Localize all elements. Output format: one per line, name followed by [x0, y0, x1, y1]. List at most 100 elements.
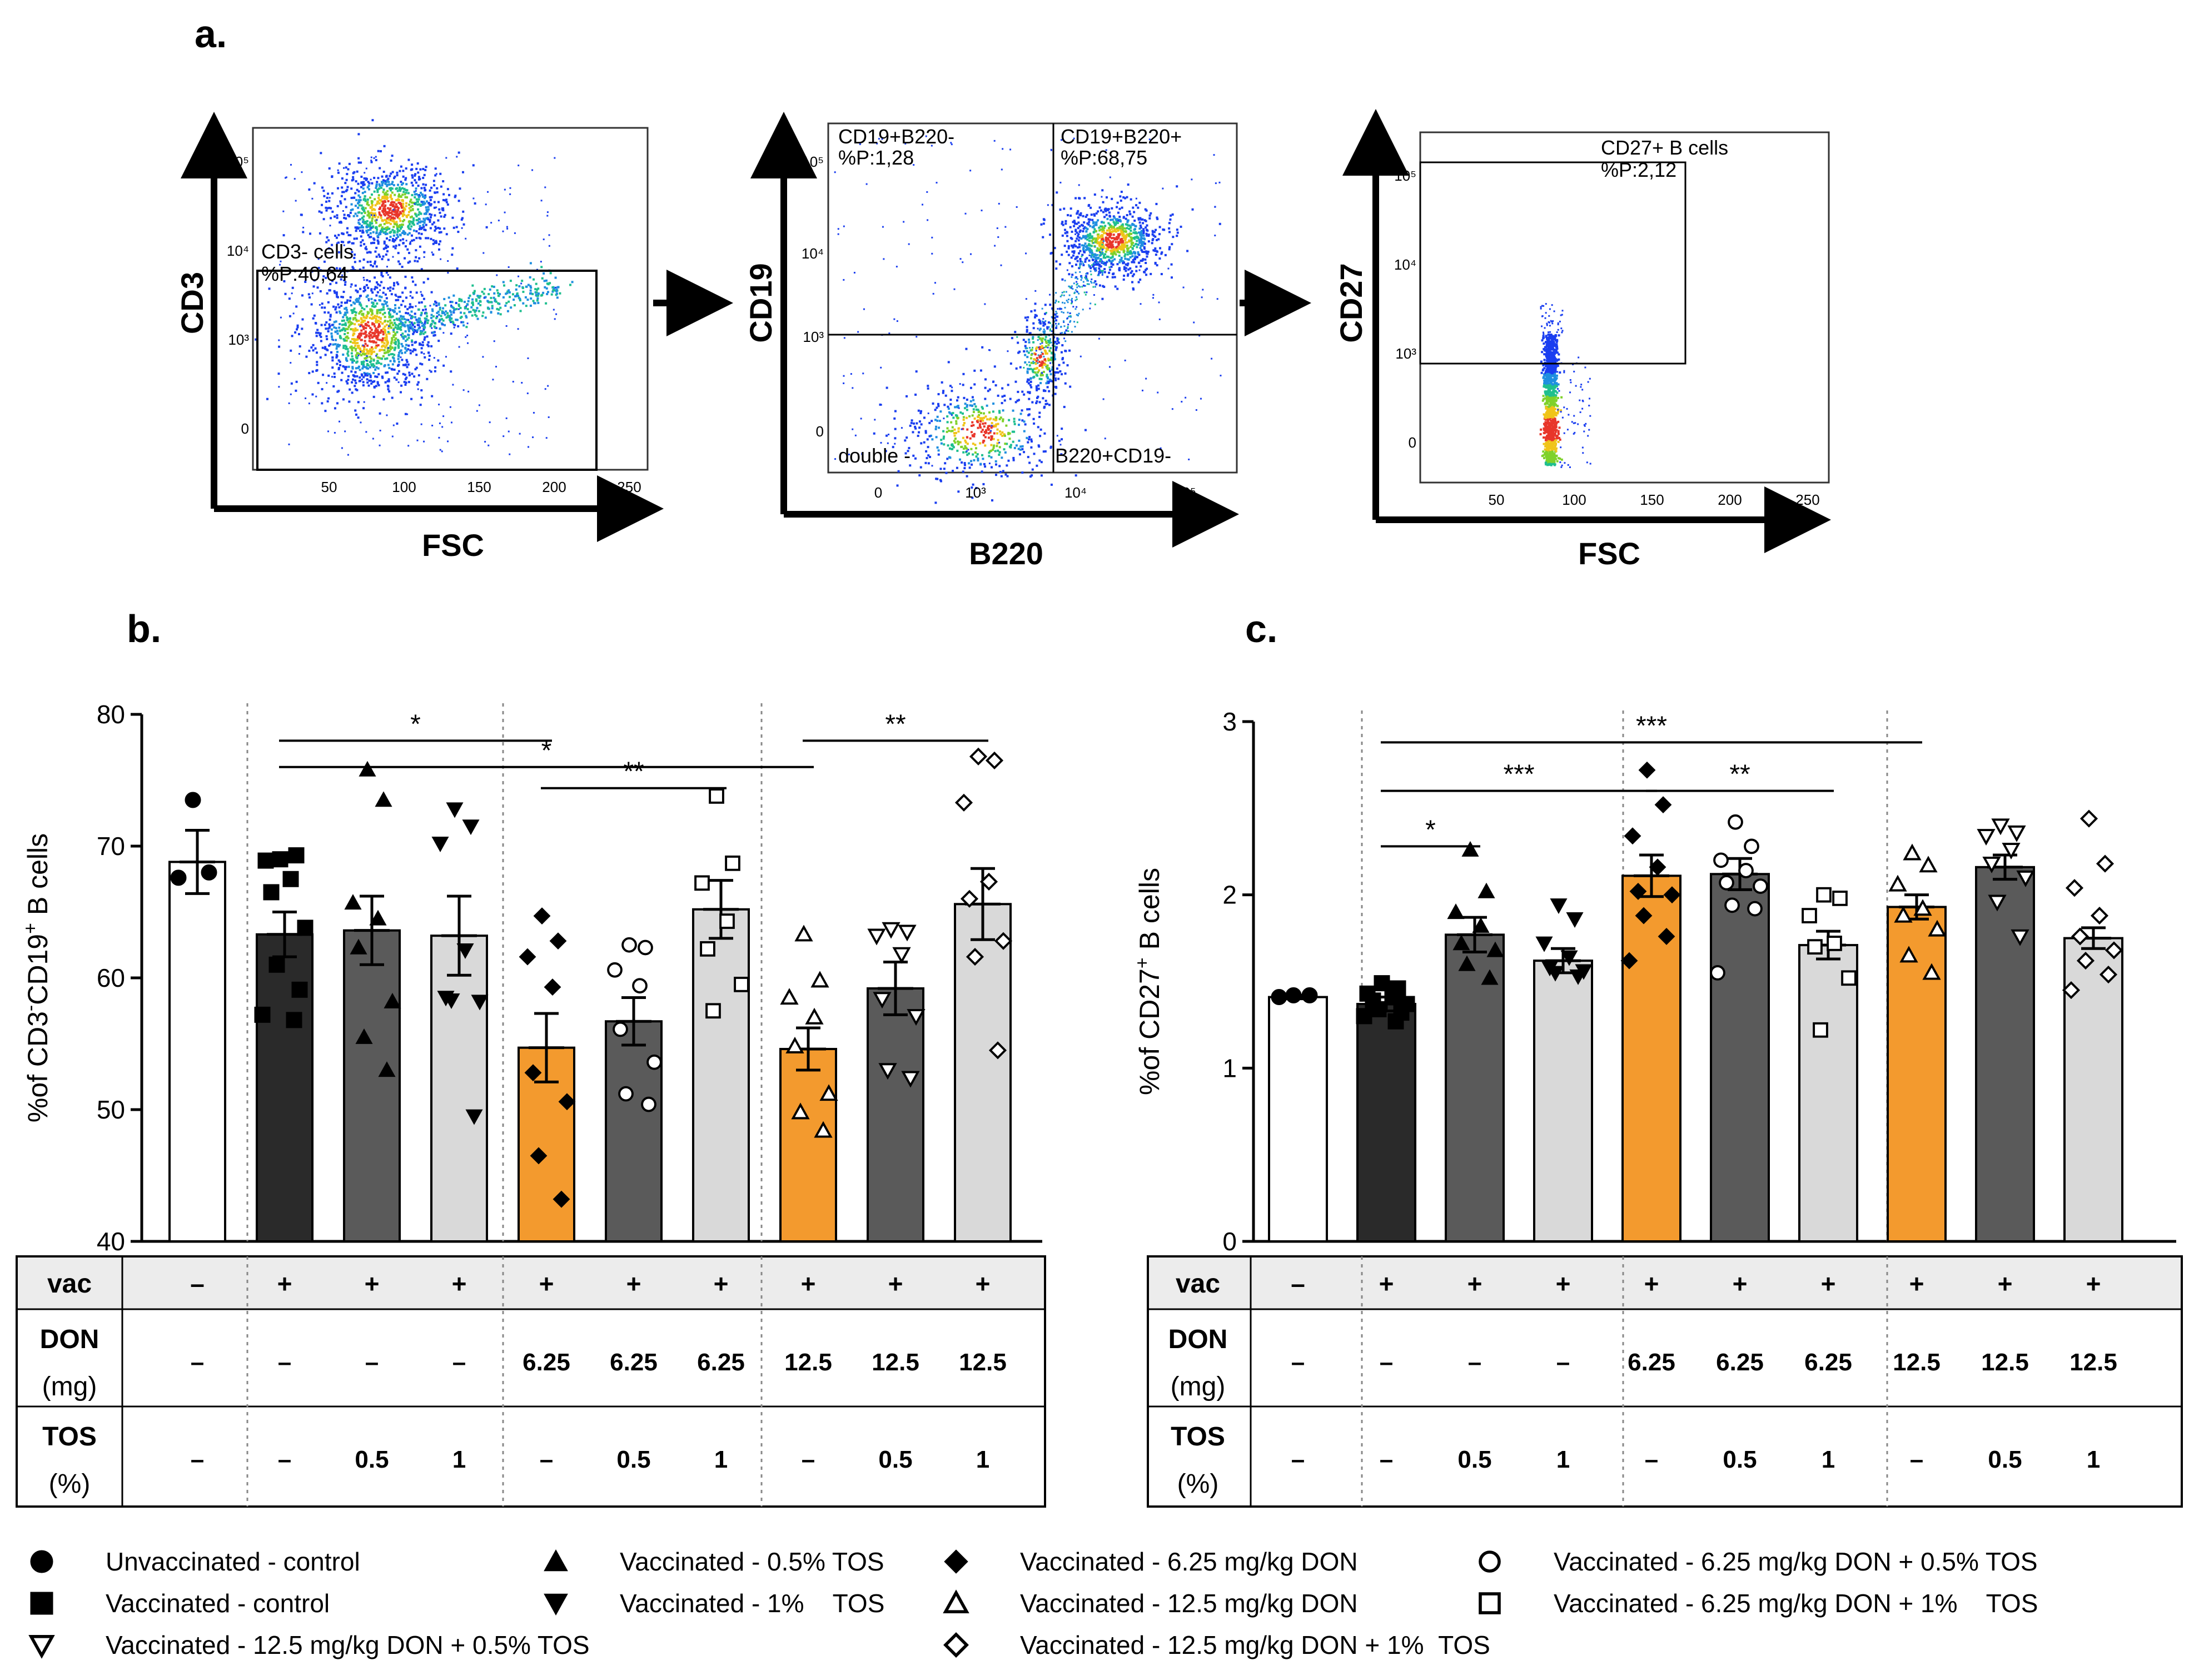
- event-dot: [1079, 264, 1081, 266]
- event-dot: [1064, 340, 1067, 342]
- event-dot: [406, 233, 409, 236]
- event-dot: [540, 261, 542, 263]
- event-dot: [1123, 266, 1126, 269]
- event-dot: [540, 266, 543, 269]
- event-dot: [408, 252, 411, 255]
- event-dot: [530, 286, 533, 289]
- event-dot: [315, 369, 318, 372]
- event-dot: [974, 451, 977, 454]
- event-dot: [556, 296, 559, 299]
- event-dot: [415, 230, 418, 233]
- event-dot: [445, 356, 447, 358]
- event-dot: [1053, 247, 1056, 250]
- event-dot: [350, 197, 353, 200]
- event-dot: [364, 330, 367, 333]
- event-dot: [1142, 234, 1145, 237]
- event-dot: [335, 320, 337, 323]
- event-dot: [1116, 245, 1119, 248]
- event-dot: [1025, 298, 1027, 300]
- event-dot: [531, 292, 534, 295]
- event-dot: [1063, 302, 1066, 304]
- event-dot: [350, 352, 353, 355]
- event-dot: [377, 326, 380, 329]
- event-dot: [429, 369, 431, 371]
- event-dot: [394, 310, 396, 313]
- event-dot: [1543, 382, 1546, 385]
- event-dot: [1056, 342, 1058, 345]
- event-dot: [528, 446, 530, 448]
- event-dot: [410, 397, 413, 400]
- event-dot: [405, 376, 408, 379]
- event-dot: [1003, 448, 1006, 451]
- x-tick: 10⁵: [1174, 484, 1196, 501]
- event-dot: [366, 198, 369, 201]
- event-dot: [334, 215, 336, 218]
- event-dot: [1086, 257, 1088, 260]
- event-dot: [1059, 332, 1062, 335]
- event-dot: [397, 355, 400, 357]
- event-dot: [440, 315, 442, 317]
- event-dot: [995, 463, 998, 466]
- event-dot: [394, 332, 397, 335]
- event-dot: [405, 191, 407, 194]
- event-dot: [290, 362, 292, 364]
- event-dot: [956, 466, 958, 469]
- event-dot: [424, 228, 427, 231]
- event-dot: [1112, 263, 1115, 266]
- event-dot: [359, 352, 361, 355]
- event-dot: [371, 317, 374, 320]
- event-dot: [429, 196, 431, 198]
- event-dot: [396, 174, 399, 177]
- event-dot: [341, 371, 344, 374]
- event-dot: [346, 316, 349, 319]
- event-dot: [374, 227, 377, 230]
- event-dot: [1067, 254, 1070, 256]
- event-dot: [350, 321, 352, 324]
- event-dot: [450, 421, 452, 424]
- event-dot: [517, 295, 520, 297]
- event-dot: [1107, 248, 1110, 251]
- event-dot: [942, 391, 944, 394]
- event-dot: [897, 470, 900, 473]
- event-dot: [377, 384, 380, 386]
- event-dot: [399, 234, 402, 237]
- event-dot: [1093, 237, 1096, 240]
- event-dot: [409, 303, 411, 306]
- event-dot: [381, 349, 384, 351]
- event-dot: [989, 450, 992, 453]
- event-dot: [429, 216, 432, 218]
- event-dot: [1086, 283, 1088, 285]
- event-dot: [476, 317, 479, 320]
- event-dot: [984, 465, 987, 468]
- event-dot: [355, 342, 357, 345]
- event-dot: [349, 317, 352, 320]
- event-dot: [998, 451, 1001, 454]
- event-dot: [429, 227, 432, 230]
- event-dot: [1122, 196, 1125, 199]
- event-dot: [439, 172, 442, 175]
- event-dot: [913, 164, 915, 166]
- event-dot: [978, 424, 981, 427]
- event-dot: [1081, 277, 1083, 279]
- event-dot: [1001, 168, 1003, 171]
- event-dot: [382, 181, 385, 184]
- event-dot: [316, 329, 319, 331]
- event-dot: [1088, 237, 1091, 240]
- event-dot: [290, 382, 293, 385]
- event-dot: [485, 226, 488, 228]
- event-dot: [490, 297, 492, 300]
- event-dot: [1135, 236, 1137, 238]
- event-dot: [407, 445, 410, 447]
- event-dot: [375, 255, 378, 258]
- event-dot: [405, 183, 408, 186]
- event-dot: [1053, 320, 1056, 322]
- event-dot: [918, 426, 921, 429]
- event-dot: [556, 286, 559, 289]
- event-dot: [395, 187, 397, 190]
- event-dot: [1126, 258, 1129, 261]
- event-dot: [1059, 181, 1062, 183]
- event-dot: [371, 351, 374, 354]
- event-dot: [1039, 435, 1042, 438]
- event-dot: [1106, 241, 1108, 243]
- event-dot: [370, 314, 373, 316]
